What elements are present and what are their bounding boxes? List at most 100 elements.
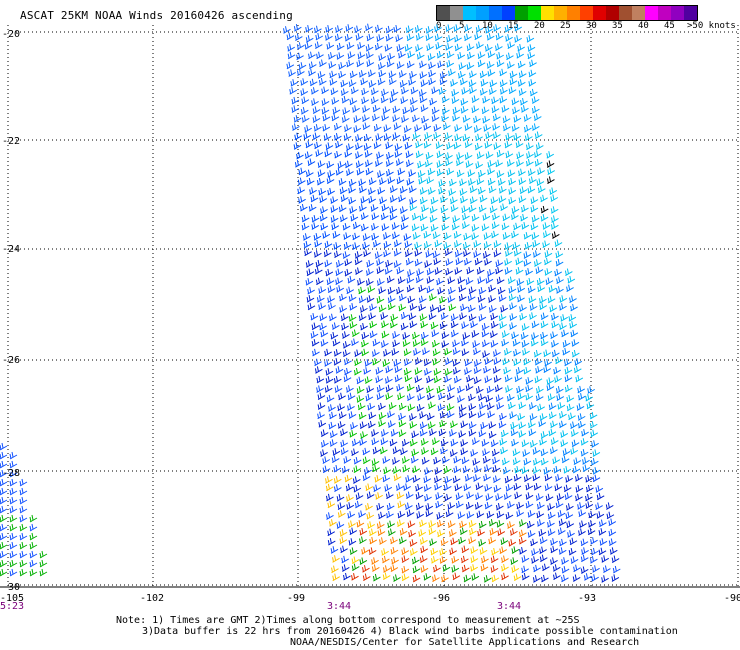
wind-barb — [398, 419, 407, 428]
wind-barb — [396, 491, 405, 500]
wind-barb — [587, 386, 595, 394]
wind-barb — [508, 539, 517, 547]
wind-barb — [464, 474, 473, 482]
wind-barb — [539, 437, 547, 446]
wind-barb — [360, 223, 369, 232]
wind-barb — [564, 384, 573, 393]
wind-barb — [370, 87, 379, 96]
colorbar-label: 45 — [664, 21, 675, 31]
wind-barb — [315, 277, 324, 286]
wind-barb — [490, 330, 498, 339]
wind-barb — [493, 485, 502, 493]
wind-barb — [515, 367, 524, 375]
wind-barb — [520, 213, 528, 222]
wind-barb — [431, 86, 440, 95]
wind-barb — [477, 276, 486, 284]
wind-barb — [373, 141, 382, 149]
wind-barb — [509, 77, 518, 86]
wind-barb — [358, 313, 367, 321]
wind-barb — [313, 233, 322, 241]
wind-barb — [475, 25, 484, 33]
wind-barb — [509, 302, 517, 310]
colorbar-swatch — [502, 6, 515, 20]
wind-barb — [361, 565, 370, 573]
wind-barb — [380, 312, 389, 320]
wind-barb — [39, 559, 48, 568]
wind-barb — [344, 33, 353, 42]
wind-barb — [308, 68, 316, 77]
wind-barb — [492, 465, 501, 473]
wind-barb — [487, 177, 496, 186]
wind-barb — [414, 367, 423, 375]
wind-barb — [408, 185, 417, 194]
wind-barb — [417, 160, 425, 169]
wind-barb — [439, 419, 447, 428]
wind-barb — [382, 565, 391, 573]
wind-barb — [356, 520, 365, 528]
wind-barb — [344, 160, 353, 169]
wind-barb — [483, 241, 492, 249]
wind-barb — [559, 411, 567, 419]
wind-barb — [453, 141, 462, 150]
wind-barb — [387, 302, 396, 311]
wind-barb — [421, 204, 429, 213]
wind-barb — [332, 448, 341, 456]
wind-barb — [314, 366, 323, 374]
wind-barb — [365, 159, 373, 168]
wind-barb — [324, 240, 333, 249]
wind-barb — [490, 196, 499, 205]
wind-barb — [389, 205, 398, 214]
wind-barb — [559, 303, 567, 311]
note-line-1: Note: 1) Times are GMT 2)Times along bot… — [116, 615, 580, 626]
wind-barb — [484, 357, 493, 365]
wind-barb — [415, 384, 424, 393]
wind-barb — [391, 348, 400, 356]
wind-barb — [326, 160, 335, 169]
wind-barb — [386, 275, 395, 284]
wind-barb — [485, 394, 494, 403]
wind-barb — [485, 151, 494, 159]
wind-barb — [562, 340, 571, 348]
wind-barb — [317, 411, 325, 420]
wind-barb — [512, 106, 520, 115]
lon-label: -102 — [140, 593, 164, 604]
wind-barb — [517, 60, 526, 69]
wind-barb — [306, 268, 315, 277]
wind-barb — [366, 59, 375, 67]
wind-barb — [301, 222, 310, 231]
wind-barb — [305, 140, 314, 149]
wind-barb — [570, 303, 578, 312]
wind-barb — [371, 458, 380, 466]
wind-barb — [555, 356, 563, 365]
wind-barb — [451, 96, 460, 104]
wind-barb — [418, 303, 427, 312]
wind-barb — [353, 485, 362, 493]
wind-barb — [423, 358, 432, 367]
wind-barb — [333, 250, 342, 259]
wind-barb — [548, 402, 557, 411]
wind-barb — [348, 520, 356, 528]
wind-barb — [304, 42, 313, 50]
wind-barb — [561, 574, 569, 583]
wind-barb — [433, 564, 441, 573]
wind-barb — [408, 169, 417, 177]
wind-barb — [433, 368, 442, 376]
wind-barb — [444, 476, 453, 484]
wind-barb — [540, 312, 549, 321]
wind-barb — [546, 151, 555, 159]
wind-barb — [468, 520, 477, 528]
wind-barb — [361, 96, 369, 105]
wind-barb — [416, 511, 425, 519]
wind-barb — [395, 34, 404, 43]
wind-barb — [0, 478, 8, 487]
wind-barb — [283, 26, 291, 34]
wind-barb — [478, 303, 487, 311]
wind-barb — [387, 520, 395, 529]
wind-barb — [372, 357, 380, 366]
wind-barb — [592, 467, 601, 475]
wind-barb — [458, 293, 467, 302]
wind-barb — [9, 469, 18, 478]
wind-barb — [501, 572, 509, 581]
wind-barb — [424, 493, 432, 502]
lon-label: -93 — [578, 593, 596, 604]
